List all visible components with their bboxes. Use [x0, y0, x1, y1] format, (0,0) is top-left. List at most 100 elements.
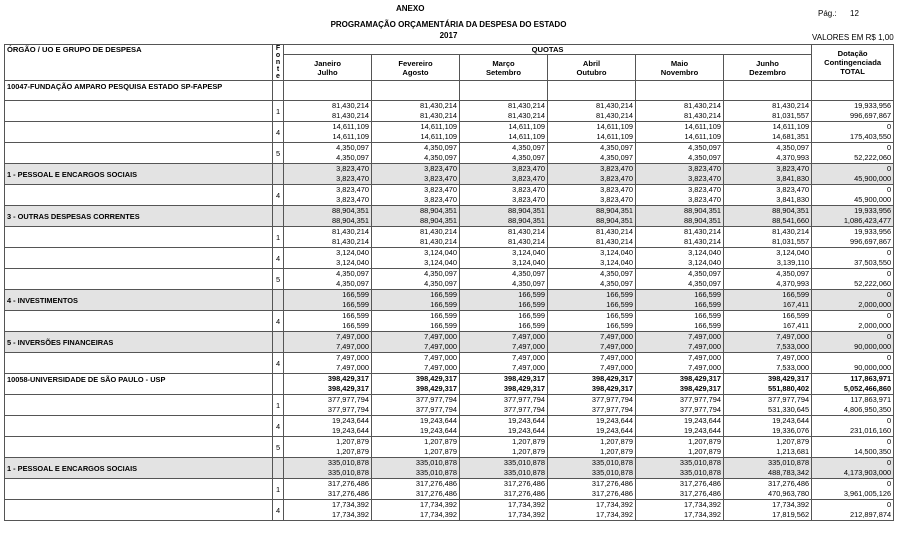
quota-cell: 14,611,109 14,611,109 — [635, 121, 724, 143]
total-cell: 19,933,956 996,697,867 — [811, 100, 895, 122]
table-row: 10047-FUNDAÇÃO AMPARO PESQUISA ESTADO SP… — [4, 80, 895, 101]
quota-cell: 14,611,109 14,681,351 — [722, 121, 813, 143]
amount: 4,350,097 — [512, 279, 545, 288]
row-label — [4, 310, 273, 332]
quota-cell: 4,350,097 4,350,097 — [283, 142, 372, 164]
quota-cell: 81,430,214 81,430,214 — [283, 100, 372, 122]
amount: 4,350,097 — [688, 279, 721, 288]
amount: 19,933,956 — [854, 206, 892, 216]
amount: 19,243,644 — [420, 426, 457, 435]
fonte-header: Fonte — [272, 44, 284, 81]
quota-cell: 3,124,040 3,124,040 — [283, 247, 372, 269]
month-header: Fevereiro Agosto — [371, 54, 460, 81]
amount: 81,430,214 — [684, 227, 721, 237]
amount: 17,734,392 — [332, 510, 369, 519]
quota-cell: 3,124,040 3,124,040 — [547, 247, 636, 269]
amount: 377,977,794 — [415, 405, 457, 414]
amount: 335,010,878 — [415, 468, 457, 477]
quota-cell: 398,429,317 398,429,317 — [635, 373, 724, 395]
quota-cell: 3,124,040 3,124,040 — [459, 247, 548, 269]
amount: 19,933,956 — [854, 101, 892, 111]
amount: 4,350,097 — [600, 269, 633, 279]
amount: 17,734,392 — [684, 500, 721, 510]
quota-cell: 17,734,392 17,734,392 — [371, 499, 460, 521]
amount: 166,599 — [342, 321, 369, 330]
row-label — [4, 100, 273, 122]
quota-cell: 14,611,109 14,611,109 — [371, 121, 460, 143]
amount: 377,977,794 — [327, 395, 369, 405]
amount: 17,734,392 — [508, 500, 545, 510]
row-label — [4, 121, 273, 143]
fonte-cell: 4 — [272, 184, 284, 206]
quota-cell: 3,823,470 3,823,470 — [371, 163, 460, 185]
quota-cell: 1,207,879 1,207,879 — [283, 436, 372, 458]
amount: 4,350,097 — [600, 153, 633, 162]
amount: 166,599 — [430, 290, 457, 300]
quota-cell: 4,350,097 4,350,097 — [283, 268, 372, 290]
amount: 7,497,000 — [688, 353, 721, 363]
amount: 166,599 — [606, 311, 633, 321]
total-cell: 0 2,000,000 — [811, 310, 895, 332]
quota-cell: 7,497,000 7,497,000 — [459, 352, 548, 374]
amount: 19,243,644 — [508, 416, 545, 426]
amount: 19,243,644 — [420, 416, 457, 426]
amount: 7,497,000 — [600, 342, 633, 351]
table-row: 4 19,243,644 19,243,644 19,243,644 19,243,64… — [4, 415, 895, 437]
total-cell: 0 2,000,000 — [811, 289, 895, 311]
amount: 19,243,644 — [332, 426, 369, 435]
quotas-header: QUOTAS — [282, 44, 813, 55]
amount: 335,010,878 — [503, 468, 545, 477]
amount: 7,497,000 — [688, 332, 721, 342]
amount: 81,430,214 — [508, 237, 545, 246]
amount: 7,497,000 — [512, 332, 545, 342]
amount: 377,977,794 — [327, 405, 369, 414]
quota-cell: 3,823,470 3,823,470 — [459, 163, 548, 185]
amount: 4,350,097 — [688, 143, 721, 153]
amount: 3,823,470 — [512, 164, 545, 174]
amount: 3,841,830 — [776, 174, 810, 183]
quota-cell — [547, 80, 636, 101]
quota-cell: 3,823,470 3,823,470 — [283, 163, 372, 185]
quota-cell: 166,599 167,411 — [722, 310, 813, 332]
amount: 88,904,351 — [420, 206, 457, 216]
total-cell: 0 212,897,874 — [811, 499, 895, 521]
fonte-cell: 1 — [272, 394, 284, 416]
amount: 88,904,351 — [508, 216, 545, 225]
quota-cell — [722, 80, 813, 101]
amount: 19,243,644 — [596, 416, 633, 426]
quota-cell: 14,611,109 14,611,109 — [283, 121, 372, 143]
amount: 3,823,470 — [336, 174, 369, 183]
amount: 4,370,993 — [776, 279, 810, 288]
quota-cell: 17,734,392 17,734,392 — [635, 499, 724, 521]
quota-cell: 3,823,470 3,823,470 — [635, 163, 724, 185]
amount: 335,010,878 — [591, 468, 633, 477]
amount: 3,823,470 — [424, 195, 457, 204]
amount: 1,207,879 — [688, 447, 721, 456]
amount: 14,681,351 — [772, 132, 810, 141]
quota-cell: 3,823,470 3,823,470 — [371, 184, 460, 206]
quota-cell: 4,350,097 4,350,097 — [371, 268, 460, 290]
quota-cell: 14,611,109 14,611,109 — [547, 121, 636, 143]
quota-cell: 7,497,000 7,497,000 — [547, 352, 636, 374]
total-cell: 0 90,000,000 — [811, 352, 895, 374]
amount: 81,430,214 — [420, 111, 457, 120]
quota-cell: 166,599 166,599 — [283, 310, 372, 332]
amount: 377,977,794 — [767, 395, 810, 405]
quota-cell: 398,429,317 398,429,317 — [371, 373, 460, 395]
amount: 81,430,214 — [332, 101, 369, 111]
amount: 0 — [886, 332, 892, 342]
units: VALORES EM R$ 1,00 — [812, 33, 894, 42]
row-label — [4, 142, 273, 164]
table-row: 1 81,430,214 81,430,214 81,430,214 81,430,21… — [4, 100, 895, 122]
amount: 3,823,470 — [512, 174, 545, 183]
quota-cell: 335,010,878 335,010,878 — [283, 457, 372, 479]
amount: 14,611,109 — [772, 122, 810, 132]
amount: 317,276,486 — [503, 489, 545, 498]
amount: 19,243,644 — [508, 426, 545, 435]
quota-cell: 166,599 166,599 — [547, 310, 636, 332]
table-row: 10058-UNIVERSIDADE DE SÃO PAULO - USP 398… — [4, 373, 895, 395]
amount: 166,599 — [518, 321, 545, 330]
quota-cell: 3,124,040 3,139,110 — [722, 247, 813, 269]
total-cell: 0 14,500,350 — [811, 436, 895, 458]
